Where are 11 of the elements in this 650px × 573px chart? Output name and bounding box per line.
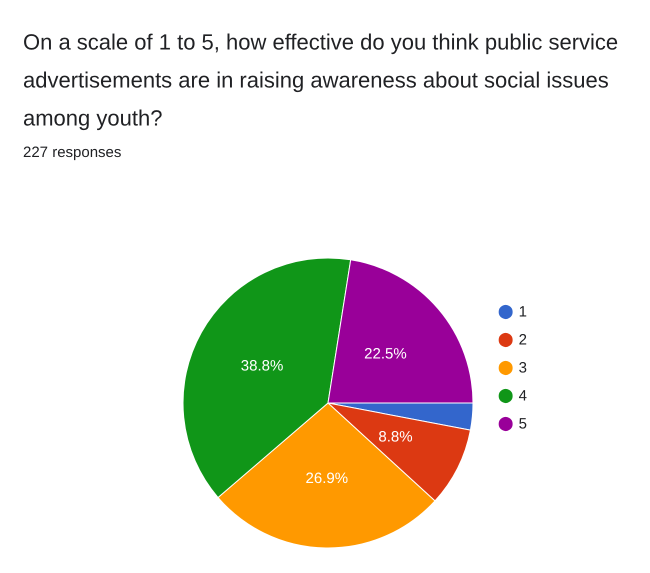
data-label: 8.8%	[378, 428, 413, 446]
chart-subtitle: 227 responses	[23, 144, 122, 161]
legend-label: 5	[518, 416, 527, 432]
legend-label: 1	[518, 304, 527, 320]
legend-label: 3	[518, 360, 527, 376]
legend-label: 4	[518, 388, 527, 404]
data-label: 38.8%	[240, 358, 284, 375]
data-label: 22.5%	[364, 345, 407, 362]
data-label: 26.9%	[306, 470, 348, 487]
chart-title: On a scale of 1 to 5, how effective do you think public service advertisements are in raising awareness about social issues among youth?	[23, 30, 624, 130]
legend-label: 2	[518, 332, 527, 348]
